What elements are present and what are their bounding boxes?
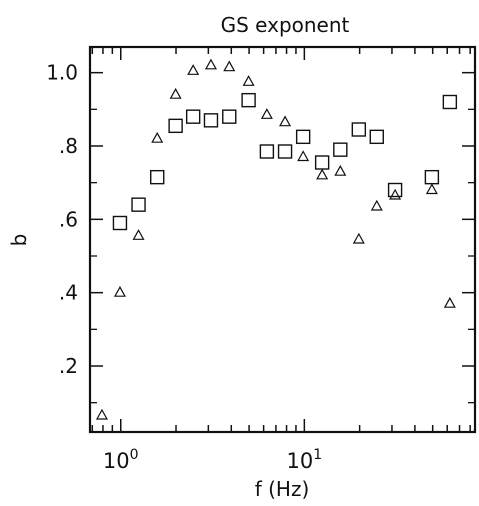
square-marker (351, 122, 367, 137)
square-marker (131, 197, 146, 212)
square-marker (259, 144, 275, 159)
triangle-marker (279, 115, 292, 127)
square-marker (333, 142, 348, 157)
square-marker (203, 113, 219, 128)
triangle-marker (425, 183, 438, 195)
triangle-marker (260, 108, 273, 119)
square-marker (185, 109, 201, 124)
square-marker (277, 144, 293, 159)
square-marker (241, 92, 256, 108)
square-marker (150, 169, 165, 185)
y-tick-label: .6 (59, 207, 78, 231)
triangle-marker (204, 58, 217, 70)
triangle-marker (389, 188, 402, 200)
x-tick-label: 101 (287, 447, 323, 473)
plot-frame (88, 45, 477, 434)
square-marker (295, 129, 311, 145)
x-tick-label-exponent: 0 (130, 447, 139, 463)
triangle-marker (297, 150, 310, 162)
chart-title: GS exponent (221, 13, 350, 37)
square-marker (424, 169, 440, 185)
axis-ticks (90, 47, 475, 432)
x-axis-label: f (Hz) (255, 477, 310, 501)
triangle-marker (113, 285, 126, 297)
y-tick-label: .2 (59, 354, 78, 378)
square-marker (387, 182, 403, 198)
x-tick-label-exponent: 1 (313, 447, 322, 463)
square-marker (168, 118, 183, 134)
triangle-marker (151, 131, 164, 143)
y-tick-label: .4 (59, 281, 78, 305)
y-tick-label: 1.0 (46, 61, 78, 85)
square-marker (112, 215, 128, 231)
data-points (95, 58, 458, 420)
triangle-marker (370, 199, 383, 211)
y-tick-label: .8 (59, 134, 78, 158)
x-tick-label-base: 10 (287, 449, 314, 473)
triangle-marker (169, 87, 182, 99)
triangle-marker (352, 232, 365, 244)
triangle-marker (334, 164, 347, 176)
x-tick-label-base: 10 (103, 449, 130, 473)
square-marker (369, 129, 384, 145)
y-axis-label: b (7, 234, 31, 247)
triangle-marker (242, 75, 255, 86)
square-marker (314, 155, 330, 170)
triangle-marker (95, 408, 108, 420)
square-marker (442, 94, 458, 110)
triangle-marker (316, 168, 329, 180)
square-marker (222, 109, 237, 124)
triangle-marker (443, 296, 456, 308)
triangle-marker (187, 64, 200, 75)
triangle-marker (132, 229, 145, 240)
axis-tick-labels: 100 101.2.4.6.81.0 (46, 61, 322, 473)
x-tick-label: 100 (103, 447, 139, 473)
triangle-marker (223, 60, 236, 72)
